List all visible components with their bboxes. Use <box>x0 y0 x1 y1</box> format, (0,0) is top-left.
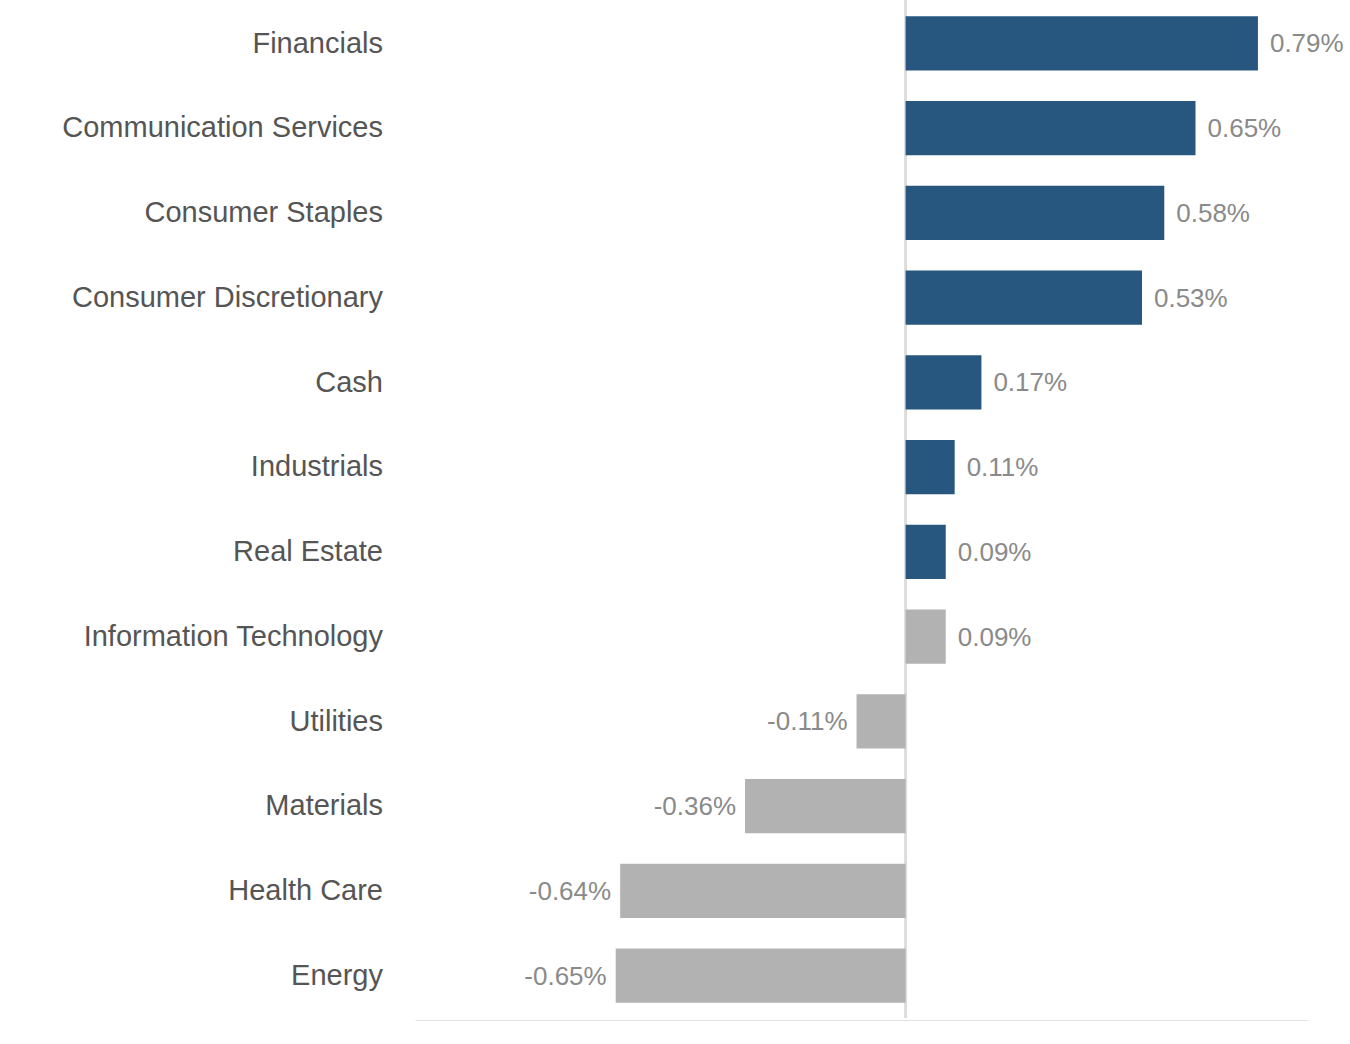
category-label: Real Estate <box>233 535 383 567</box>
data-label: 0.17% <box>993 367 1067 397</box>
bar <box>857 694 906 748</box>
data-label: -0.64% <box>529 876 611 906</box>
y-tick: Consumer Staples <box>144 196 383 228</box>
category-label: Utilities <box>290 705 383 737</box>
bar <box>906 271 1142 325</box>
x-axis-line <box>416 1020 1308 1021</box>
bar <box>906 101 1196 155</box>
category-label: Health Care <box>228 874 383 906</box>
x-axis <box>416 1020 1308 1022</box>
bar <box>906 440 955 494</box>
y-tick: Energy <box>291 959 383 991</box>
y-tick: Communication Services <box>62 111 383 143</box>
category-label: Consumer Staples <box>144 196 383 228</box>
data-label: -0.11% <box>767 706 847 736</box>
y-tick: Consumer Discretionary <box>72 281 384 313</box>
data-label: 0.09% <box>958 537 1032 567</box>
y-tick: Industrials <box>251 450 383 482</box>
data-label: -0.65% <box>524 961 606 991</box>
chart: Financials Communication Services Consumer… <box>0 0 1350 1044</box>
data-label: 0.65% <box>1208 113 1282 143</box>
category-label: Energy <box>291 959 383 991</box>
bar <box>745 779 906 833</box>
data-label: -0.36% <box>654 791 736 821</box>
y-tick: Cash <box>315 366 383 398</box>
y-axis: Financials Communication Services Consumer… <box>62 27 383 991</box>
bar <box>906 16 1258 70</box>
category-label: Information Technology <box>84 620 384 652</box>
data-label: 0.79% <box>1270 28 1344 58</box>
data-labels: 0.79% 0.65% 0.58% 0.53% 0.17% 0.11% 0.09% 0.09%… <box>524 28 1343 990</box>
data-label: 0.11% <box>967 452 1039 482</box>
y-tick: Financials <box>252 27 383 59</box>
y-tick: Utilities <box>290 705 383 737</box>
data-label: 0.58% <box>1176 198 1250 228</box>
bar <box>906 525 946 579</box>
category-label: Materials <box>265 789 383 821</box>
y-tick: Materials <box>265 789 383 821</box>
category-label: Communication Services <box>62 111 383 143</box>
y-tick: Real Estate <box>233 535 383 567</box>
bar <box>906 355 982 409</box>
bars <box>616 16 1258 1002</box>
category-label: Consumer Discretionary <box>72 281 384 313</box>
bar <box>906 610 946 664</box>
data-label: 0.53% <box>1154 283 1228 313</box>
category-label: Cash <box>315 366 383 398</box>
category-label: Industrials <box>251 450 383 482</box>
category-label: Financials <box>252 27 383 59</box>
y-tick: Health Care <box>228 874 383 906</box>
y-tick: Information Technology <box>84 620 384 652</box>
bar <box>616 949 906 1003</box>
bar <box>906 186 1165 240</box>
bar <box>620 864 905 918</box>
data-label: 0.09% <box>958 622 1032 652</box>
